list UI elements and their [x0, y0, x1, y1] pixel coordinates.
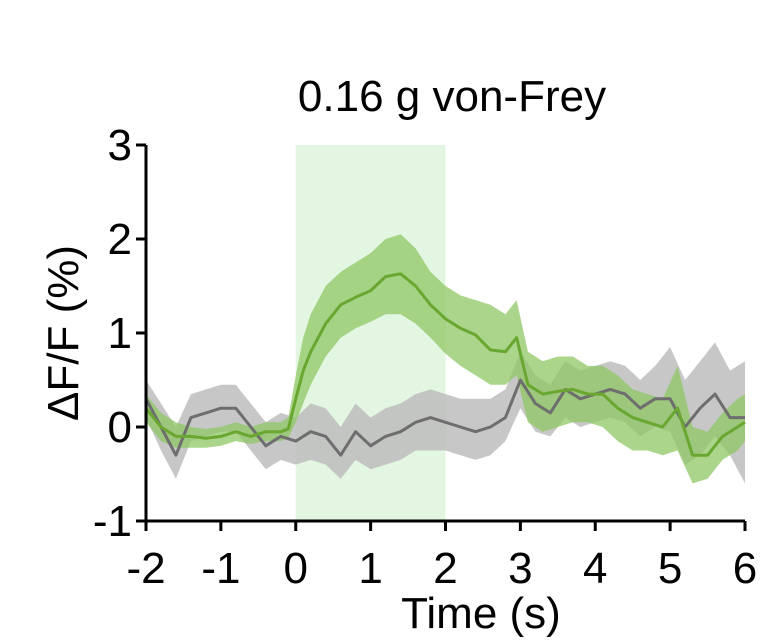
- y-axis-label: ΔF/F (%): [39, 245, 88, 421]
- confidence-bands: [146, 234, 745, 484]
- y-tick-label: 3: [108, 121, 132, 170]
- x-axis-label: Time (s): [401, 589, 561, 638]
- x-tick-label: 2: [433, 544, 457, 593]
- x-tick-label: -2: [126, 544, 165, 593]
- x-tick-label: 0: [284, 544, 308, 593]
- x-tick-label: -1: [201, 544, 240, 593]
- y-ticks: -1 0 1 2 3: [93, 121, 146, 546]
- y-tick-label: 0: [108, 403, 132, 452]
- x-ticks: -2 -1 0 1 2 3 4 5 6: [126, 521, 757, 593]
- y-tick-label: 1: [108, 309, 132, 358]
- x-tick-label: 1: [358, 544, 382, 593]
- y-tick-label: 2: [108, 215, 132, 264]
- x-tick-label: 5: [658, 544, 682, 593]
- y-tick-label: -1: [93, 497, 132, 546]
- x-tick-label: 3: [508, 544, 532, 593]
- plot-area: [144, 145, 746, 521]
- green-series-band: [146, 234, 745, 484]
- chart-title: 0.16 g von-Frey: [298, 72, 606, 121]
- x-tick-label: 4: [583, 544, 607, 593]
- gray-series-line: [144, 378, 745, 457]
- series-lines: [144, 272, 746, 457]
- green-series-line: [144, 272, 746, 457]
- x-tick-label: 6: [733, 544, 757, 593]
